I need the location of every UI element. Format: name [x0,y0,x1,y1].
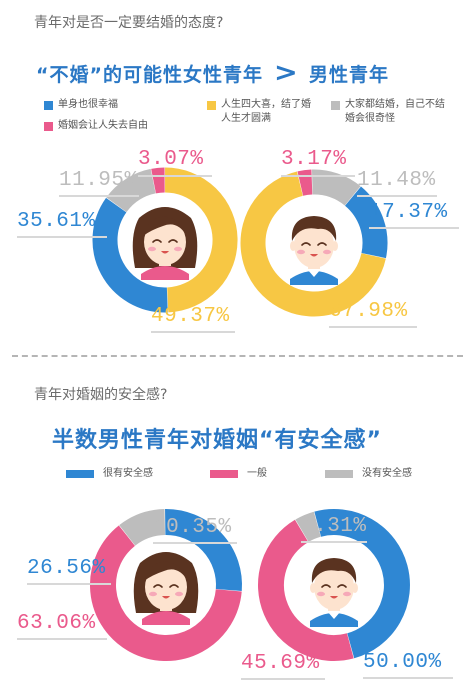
label-underline [281,175,355,177]
label-f1-yellow: 49.37% [151,305,230,328]
question-marriage-attitude: 青年对是否一定要结婚的态度? [34,15,224,31]
label-underline [357,195,437,197]
label-m1-blue: 17.37% [369,201,448,224]
donut-slice [119,509,166,546]
headline-marriage-attitude: “不婚”的可能性女性青年 > 男性青年 [36,58,389,88]
donut-slice [314,509,410,659]
legend-swatch-gray [325,470,353,478]
donut-slice [344,186,388,259]
label-f2-pink: 63.06% [17,612,96,635]
legend-swatch-blue [44,101,53,110]
label-m2-blue: 50.00% [363,651,442,674]
donut-chart-4 [258,509,410,661]
donut-chart-3 [90,509,242,661]
label-underline [153,542,237,544]
legend-label-single-happy: 单身也很幸福 [58,99,118,110]
label-underline [241,678,325,680]
donut-slice [106,168,157,213]
label-m1-pink: 3.17% [281,148,347,171]
donut-slice [297,169,313,196]
donut-slice [295,511,322,543]
donut-chart-2 [240,169,388,317]
label-underline [59,195,139,197]
section-divider [12,355,463,357]
donut-chart-1 [92,167,238,313]
label-underline [329,326,417,328]
headline-right: 男性青年 [309,64,390,86]
label-m2-gray: 4.31% [301,515,367,538]
label-underline [27,583,111,585]
donut-slice [90,525,242,661]
donut-slice [92,197,168,313]
legend-label-life-complete: 人生四大喜，结了婚人生才圆满 [221,99,311,124]
legend-swatch-pink [210,470,238,478]
label-f2-gray: 10.35% [153,516,232,539]
male-avatar [290,216,338,285]
legend-label-not-secure: 没有安全感 [362,468,412,479]
legend-label-weird-not-married: 大家都结婚，自己不结婚会很奇怪 [345,99,445,124]
legend-label-very-secure: 很有安全感 [103,468,153,479]
label-f1-blue: 35.61% [17,210,96,233]
label-underline [151,331,235,333]
female-avatar [133,552,199,625]
greater-than-symbol: > [273,58,299,88]
donut-slice [164,167,238,313]
legend-label-average: 一般 [247,468,267,479]
question-marriage-security: 青年对婚姻的安全感? [34,387,168,403]
donut-slice [240,171,386,317]
label-f1-gray: 11.95% [59,169,138,192]
male-avatar [310,558,358,627]
headline-left: “不婚”的可能性女性青年 [36,64,263,86]
label-underline [369,227,459,229]
label-m1-gray: 11.48% [357,169,436,192]
legend-swatch-blue [66,470,94,478]
donut-slice [258,519,354,661]
donut-slice [151,167,165,194]
label-f2-blue: 26.56% [27,557,106,580]
legend-swatch-yellow [207,101,216,110]
label-underline [301,541,367,543]
label-underline [138,175,212,177]
female-avatar [132,207,198,280]
donut-slice [164,509,242,591]
label-underline [17,638,107,640]
donut-slice [311,169,361,206]
legend-label-lose-freedom: 婚姻会让人失去自由 [58,120,148,131]
legend-swatch-pink [44,122,53,131]
headline-marriage-security: 半数男性青年对婚姻“有安全感” [52,428,382,453]
label-underline [363,677,453,679]
label-underline [17,236,107,238]
label-m1-yellow: 67.98% [329,300,408,323]
label-m2-pink: 45.69% [241,652,320,675]
label-f1-pink: 3.07% [138,148,204,171]
legend-swatch-gray [331,101,340,110]
